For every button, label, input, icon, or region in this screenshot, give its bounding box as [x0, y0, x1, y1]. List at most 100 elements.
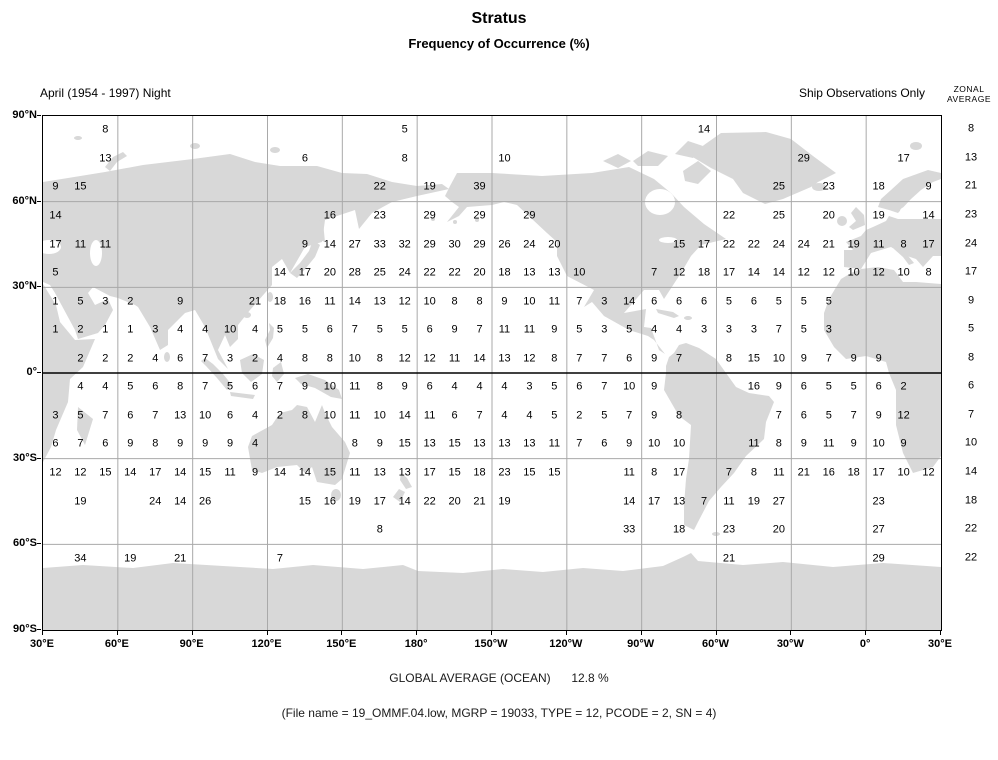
grid-cell-value: 7: [651, 266, 658, 279]
grid-cell-value: 15: [448, 466, 461, 479]
bottom-tick: [790, 631, 792, 635]
grid-cell-value: 21: [248, 295, 262, 308]
grid-cell-value: 11: [324, 295, 336, 308]
grid-cell-value: 9: [202, 437, 209, 450]
grid-cell-value: 28: [348, 266, 361, 279]
grid-cell-value: 18: [847, 466, 860, 479]
grid-cell-value: 15: [523, 466, 536, 479]
grid-cell-value: 10: [498, 152, 511, 165]
zonal-average-value: 22: [964, 551, 978, 564]
grid-cell-value: 19: [498, 495, 511, 507]
grid-cell-value: 10: [323, 409, 336, 422]
grid-cell-value: 5: [551, 380, 558, 393]
longitude-tick-label: 60°W: [701, 638, 730, 650]
grid-cell-value: 3: [52, 409, 59, 422]
grid-cell-value: 10: [872, 437, 885, 450]
grid-cell-value: 11: [748, 437, 760, 450]
grid-cell-value: 17: [722, 266, 736, 279]
grid-cell-value: 27: [872, 523, 885, 536]
zonal-average-value: 5: [967, 322, 975, 335]
longitude-tick-label: 0°: [859, 638, 871, 650]
grid-cell-value: 8: [551, 352, 558, 365]
grid-cell-value: 9: [925, 180, 932, 193]
grid-cell-value: 5: [825, 295, 832, 308]
grid-cell-value: 9: [451, 323, 458, 336]
grid-cell-value: 22: [722, 238, 736, 250]
grid-cell-value: 12: [49, 466, 62, 479]
global-average-value: 12.8 %: [571, 671, 609, 685]
grid-cell-value: 10: [847, 266, 860, 279]
grid-cell-value: 25: [373, 266, 386, 279]
grid-cell-value: 4: [202, 323, 209, 336]
longitude-tick-label: 60°E: [104, 638, 129, 650]
grid-cell-value: 14: [124, 466, 137, 479]
grid-cell-value: 10: [897, 466, 910, 479]
grid-cell-value: 5: [800, 323, 807, 336]
world-map-frame: 8 5 14 13 6 8 10 29 17 9 15 22 19 39 25 23 18 9 14 16 23 29 29…: [42, 115, 942, 631]
grid-cell-value: 3: [227, 352, 234, 365]
page-title: Stratus: [471, 10, 527, 27]
grid-cell-value: 1: [52, 323, 59, 336]
grid-cell-value: 21: [473, 495, 486, 507]
grid-cell-value: 16: [323, 495, 336, 507]
zonal-average-value: 10: [964, 436, 978, 449]
grid-cell-value: 26: [199, 495, 212, 507]
grid-cell-value: 7: [276, 552, 284, 565]
grid-cell-value: 39: [473, 180, 486, 193]
grid-cell-value: 14: [273, 266, 287, 279]
grid-cell-value: 3: [700, 323, 708, 336]
grid-cell-value: 17: [672, 466, 686, 479]
grid-cell-value: 23: [498, 466, 511, 479]
grid-cell-value: 6: [601, 437, 608, 450]
grid-cell-value: 11: [448, 352, 461, 365]
grid-cell-value: 8: [301, 409, 308, 422]
grid-cell-value: 5: [77, 409, 84, 422]
grid-cell-value: 6: [800, 380, 807, 393]
grid-cell-value: 5: [850, 380, 857, 393]
grid-cell-value: 24: [523, 238, 536, 250]
grid-cell-value: 10: [523, 295, 536, 308]
bottom-tick: [266, 631, 268, 635]
grid-cell-value: 21: [797, 466, 810, 479]
grid-cell-value: 4: [451, 380, 458, 393]
longitude-tick-label: 150°E: [326, 638, 357, 650]
grid-cell-value: 14: [623, 495, 636, 507]
grid-cell-value: 18: [672, 523, 686, 536]
left-tick: [37, 200, 41, 202]
grid-cell-value: 10: [623, 380, 636, 393]
latitude-tick-label: 90°S: [13, 623, 37, 635]
grid-cell-value: 29: [423, 238, 436, 250]
zonal-average-value: 21: [964, 179, 978, 192]
grid-cell-value: 8: [651, 466, 658, 479]
grid-cell-value: 13: [398, 466, 411, 479]
grid-cell-value: 20: [448, 495, 461, 507]
grid-cell-value: 6: [227, 409, 234, 422]
grid-cell-value: 13: [423, 437, 436, 450]
grid-cell-value: 5: [576, 323, 583, 336]
grid-cell-value: 6: [800, 409, 807, 422]
grid-cell-value: 4: [152, 352, 159, 365]
grid-cell-value: 11: [548, 295, 561, 308]
grid-cell-value: 15: [747, 352, 761, 365]
grid-cell-value: 10: [373, 409, 386, 422]
grid-cell-value: 18: [498, 266, 511, 279]
grid-cell-value: 18: [872, 180, 885, 193]
grid-cell-value: 13: [672, 495, 686, 507]
grid-cell-value: 3: [825, 323, 832, 336]
grid-cell-value: 11: [423, 409, 436, 422]
grid-cell-value: 18: [697, 266, 711, 279]
zonal-average-header-line1: ZONAL: [953, 84, 985, 94]
grid-cell-value: 9: [177, 295, 184, 308]
grid-cell-value: 9: [227, 437, 234, 450]
grid-cell-value: 11: [74, 238, 87, 250]
grid-cell-value: 2: [900, 380, 907, 393]
grid-cell-value: 15: [199, 466, 212, 479]
grid-cell-value: 9: [651, 352, 658, 365]
grid-cell-value: 6: [301, 152, 308, 165]
grid-cell-value: 17: [648, 495, 661, 507]
grid-cell-value: 6: [626, 352, 633, 365]
grid-cell-value: 10: [423, 295, 436, 308]
grid-cell-value: 7: [576, 437, 583, 450]
grid-cell-value: 15: [323, 466, 336, 479]
